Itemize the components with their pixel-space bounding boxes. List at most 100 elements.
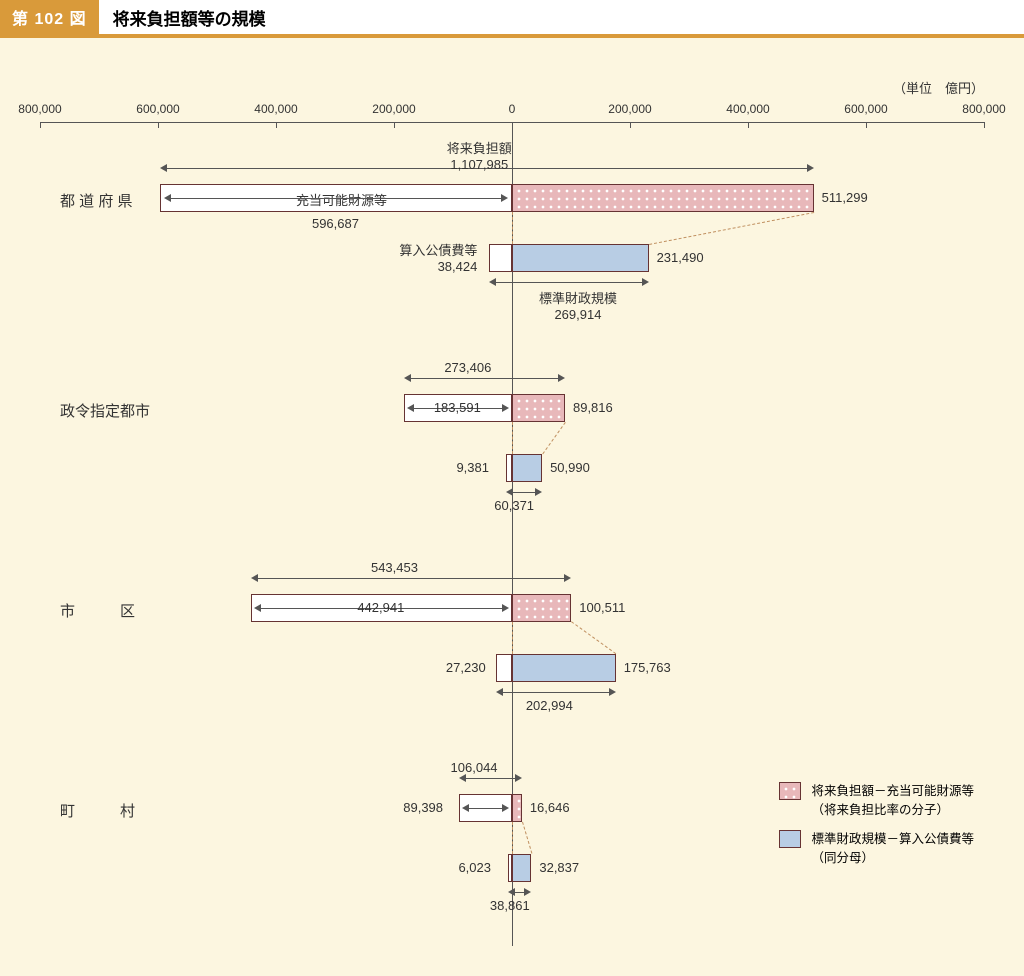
category-label: 政令指定都市 [60,400,150,421]
right-value-label: 16,646 [530,800,570,815]
figure-title: 将来負担額等の規模 [99,0,1024,34]
dimension-arrow [468,808,503,809]
dimension-arrow [495,282,642,283]
dimension-arrow [502,692,610,693]
right-value-label: 511,299 [822,190,868,205]
legend-row: 将来負担額－充当可能財源等（将来負担比率の分子） [779,780,974,818]
legend-row: 標準財政規模－算入公債費等（同分母） [779,828,974,866]
bar-right-pink [512,394,565,422]
axis-tick-label: 600,000 [844,102,887,116]
bar-right-blue [512,454,542,482]
arrow-head-icon [164,194,171,202]
axis-tick-label: 0 [509,102,516,116]
connector-dashed [512,822,513,854]
right-value-label: 231,490 [657,250,704,265]
right-value-label: 32,837 [539,860,579,875]
dimension-arrow [512,492,536,493]
legend: 将来負担額－充当可能財源等（将来負担比率の分子） 標準財政規模－算入公債費等（同分… [779,780,974,876]
connector-dashed [512,422,513,454]
left-value-label: 27,230 [446,660,486,675]
connector-dashed [512,622,513,654]
bar-right-pink [512,794,522,822]
arrow-head-icon [502,804,509,812]
arrow-head-icon [501,194,508,202]
axis-tick-label: 800,000 [962,102,1005,116]
bar-right-blue [512,654,616,682]
arrow-head-icon [496,688,503,696]
arrow-head-icon [609,688,616,696]
category-label: 町 村 [60,800,135,821]
axis-tick-label: 600,000 [136,102,179,116]
arrow-head-icon [515,774,522,782]
arrow-head-icon [502,404,509,412]
arrow-head-icon [254,604,261,612]
dimension-arrow [410,378,559,379]
arrow-head-icon [407,404,414,412]
bar-right-pink [512,594,571,622]
left-value-label: 442,941 [357,600,404,615]
arrow-head-icon [506,488,513,496]
axis-tick-label: 400,000 [254,102,297,116]
bar-right-blue [512,244,649,272]
arrow-head-icon [251,574,258,582]
total-value-label: 273,406 [444,360,491,375]
dimension-arrow [465,778,516,779]
category-label: 都 道 府 県 [60,190,133,211]
total-value-label: 106,044 [451,760,498,775]
bar-left-white-small [496,654,512,682]
page: 第 102 図 将来負担額等の規模 （単位 億円） 800,000 600,000… [0,0,1024,976]
figure-number-badge: 第 102 図 [0,0,99,34]
chart-area: （単位 億円） 800,000 600,000 400,000 200,000 0 200… [0,38,1024,976]
arrow-head-icon [489,278,496,286]
dimension-arrow [257,578,566,579]
dimension-arrow [170,198,502,199]
legend-text: 将来負担額－充当可能財源等（将来負担比率の分子） [811,780,974,818]
total-value-label: 標準財政規模269,914 [539,288,617,322]
total-value-label: 202,994 [526,698,573,713]
inline-bar-label: 充当可能財源等 [296,190,387,209]
arrow-head-icon [807,164,814,172]
total-value-label: 60,371 [494,498,534,513]
category-label: 市 区 [60,600,135,621]
arrow-head-icon [404,374,411,382]
arrow-head-icon [524,888,531,896]
total-value-label: 543,453 [371,560,418,575]
axis-tick-label: 200,000 [372,102,415,116]
right-value-label: 100,511 [579,600,625,615]
arrow-head-icon [535,488,542,496]
connector-dashed [571,621,616,654]
left-value-label: 596,687 [312,216,359,231]
bar-right-blue [512,854,531,882]
title-bar: 第 102 図 将来負担額等の規模 [0,0,1024,34]
axis-tick [984,122,985,128]
arrow-head-icon [558,374,565,382]
connector-dashed [649,212,814,245]
arrow-head-icon [642,278,649,286]
left-value-label: 6,023 [458,860,491,875]
bar-right-pink [512,184,814,212]
arrow-head-icon [564,574,571,582]
legend-swatch [779,830,801,848]
legend-swatch [779,782,801,800]
right-value-label: 175,763 [624,660,671,675]
total-value-label: 38,861 [490,898,530,913]
axis-tick-label: 200,000 [608,102,651,116]
arrow-head-icon [160,164,167,172]
left-value-label: 9,381 [456,460,489,475]
arrow-head-icon [502,604,509,612]
left-value-label: 183,591 [434,400,481,415]
arrow-head-icon [508,888,515,896]
axis-tick-label: 400,000 [726,102,769,116]
arrow-head-icon [462,804,469,812]
unit-label: （単位 億円） [893,78,984,97]
left-value-label: 89,398 [403,800,443,815]
axis-tick-label: 800,000 [18,102,61,116]
connector-dashed [542,422,566,455]
bar-left-white-small [489,244,512,272]
right-value-label: 89,816 [573,400,613,415]
connector-dashed [522,822,533,854]
arrow-head-icon [459,774,466,782]
right-value-label: 50,990 [550,460,590,475]
connector-dashed [512,212,513,244]
left-value-label: 算入公債費等38,424 [399,240,477,274]
